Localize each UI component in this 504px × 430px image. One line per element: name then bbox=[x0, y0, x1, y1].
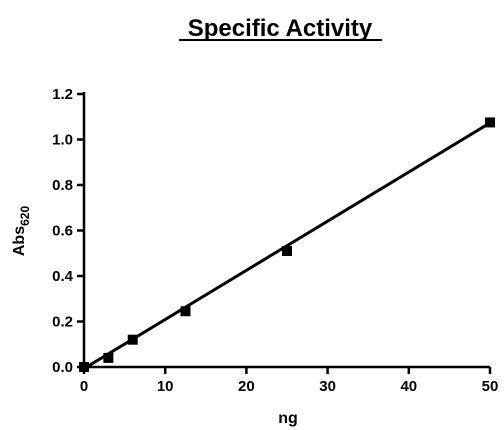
x-tick-label: 40 bbox=[400, 378, 417, 395]
x-tick-label: 50 bbox=[482, 378, 499, 395]
x-tick-label: 30 bbox=[319, 378, 336, 395]
fit-line bbox=[83, 121, 491, 370]
x-ticks: 0 10 20 30 40 50 bbox=[80, 367, 499, 395]
y-tick-label: 0.2 bbox=[52, 314, 73, 331]
data-point bbox=[282, 245, 292, 256]
y-tick-label: 0.0 bbox=[52, 359, 73, 376]
y-axis-label-subscript: 620 bbox=[18, 206, 32, 226]
y-tick-label: 0.8 bbox=[52, 177, 73, 194]
data-points-layer bbox=[79, 117, 495, 372]
data-point bbox=[180, 306, 191, 317]
x-tick-label: 0 bbox=[80, 378, 88, 395]
y-axis-label: Abs620 bbox=[11, 206, 32, 257]
data-point bbox=[485, 117, 495, 128]
y-ticks: 0.0 0.2 0.4 0.6 0.8 1.0 1.2 bbox=[52, 86, 84, 376]
y-axis-label-main: Abs bbox=[11, 226, 28, 256]
x-tick-label: 20 bbox=[238, 378, 255, 395]
y-tick-label: 1.0 bbox=[52, 132, 73, 149]
fit-line-layer bbox=[83, 121, 491, 370]
data-point bbox=[79, 362, 89, 372]
x-tick-label: 10 bbox=[157, 378, 174, 395]
data-point bbox=[127, 334, 138, 345]
y-tick-label: 0.6 bbox=[52, 223, 73, 240]
chart-title: Specific Activity bbox=[188, 15, 373, 42]
data-point bbox=[103, 352, 114, 363]
y-tick-label: 0.4 bbox=[52, 268, 74, 285]
y-tick-label: 1.2 bbox=[52, 86, 73, 103]
x-axis-label: ng bbox=[278, 410, 298, 427]
